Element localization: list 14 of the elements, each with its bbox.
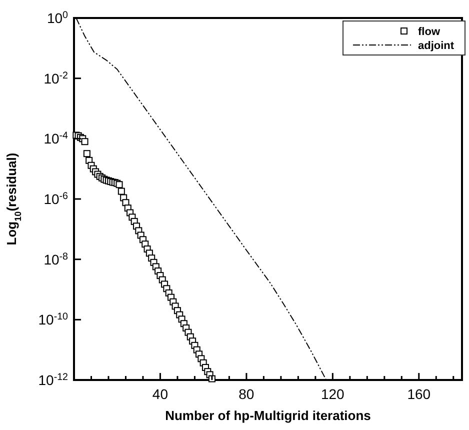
y-tick-label: 10$^{-4}$ <box>44 130 69 147</box>
x-axis-title: Number of hp-Multigrid iterations <box>165 408 371 423</box>
y-tick-label: 10$^{0}$ <box>46 10 69 26</box>
y-tick-label: 10$^{-8}$ <box>44 250 69 268</box>
y-tick-label: 10$^{-6}$ <box>44 190 69 207</box>
x-tick-label: 80 <box>238 386 254 402</box>
y-tick-label: 10$^{-10}$ <box>38 311 69 328</box>
x-tick-label: 120 <box>320 386 345 402</box>
y-tick-label: 10$^{-2}$ <box>44 70 68 86</box>
text: adjoint <box>418 40 454 52</box>
x-tick-label: 160 <box>407 386 431 402</box>
legend-label: flow <box>418 26 440 38</box>
y-tick-label: 10$^{-12}$ <box>38 372 68 388</box>
x-tick-label: 40 <box>152 386 168 402</box>
